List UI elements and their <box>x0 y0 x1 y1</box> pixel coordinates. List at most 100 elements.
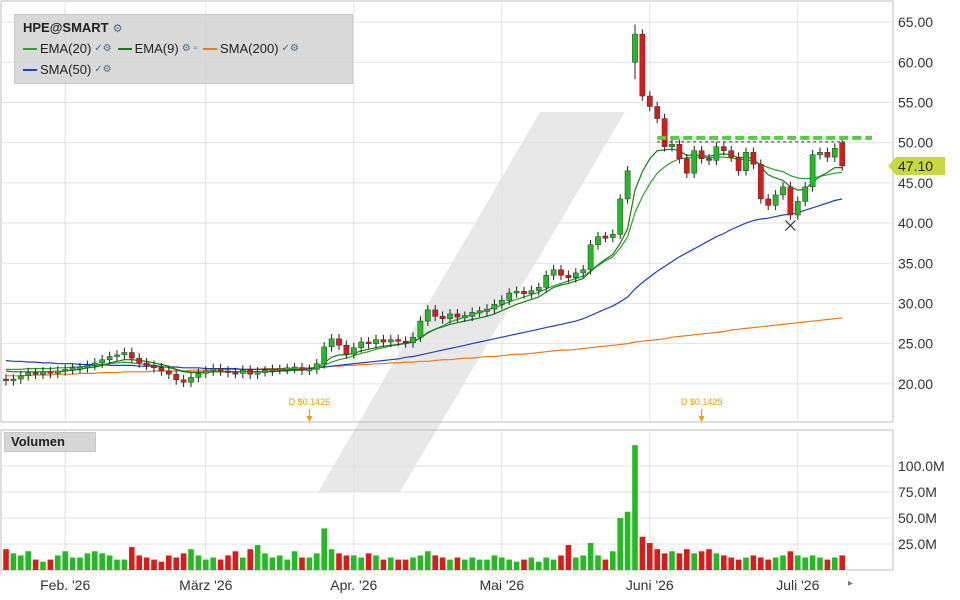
candle-body <box>802 186 809 202</box>
volume-bar <box>225 555 231 570</box>
volume-bar <box>247 549 253 570</box>
candle-body <box>121 352 128 356</box>
candle-body <box>217 368 224 372</box>
volume-bar <box>69 557 76 570</box>
volume-bar <box>18 555 24 570</box>
volume-bar <box>802 557 808 570</box>
candle-body <box>77 366 83 370</box>
volume-tick-label: 100.0M <box>898 458 945 474</box>
dividend-arrow-icon <box>306 416 313 422</box>
candle-body <box>543 275 550 288</box>
candle-body <box>491 304 498 310</box>
candle-body <box>284 367 291 371</box>
volume-bar <box>240 557 246 570</box>
candle-body <box>143 362 150 366</box>
candle-body <box>410 336 416 344</box>
candle-body <box>787 186 794 216</box>
candle-body <box>439 316 446 319</box>
candle-body <box>654 106 661 119</box>
volume-bar <box>513 561 520 570</box>
volume-bar <box>417 555 424 570</box>
volume-bar <box>84 553 91 570</box>
candle-body <box>743 152 749 172</box>
volume-bar <box>291 551 298 570</box>
price-tick-label: 50.00 <box>898 135 933 151</box>
scroll-right-icon[interactable]: ▸ <box>848 578 853 589</box>
time-tick-label: Apr. '26 <box>330 577 377 593</box>
volume-bar <box>166 555 172 570</box>
legend-ema20[interactable]: EMA(20) ✓⚙ <box>23 41 112 56</box>
candle-body <box>669 144 675 147</box>
volume-bar <box>180 553 187 570</box>
volume-bar <box>92 551 98 570</box>
volume-bars <box>3 445 845 570</box>
candle-body <box>661 118 668 147</box>
candle-body <box>713 146 720 161</box>
price-tick-label: 30.00 <box>898 295 933 311</box>
volume-bar <box>543 557 549 570</box>
legend-ema9[interactable]: EMA(9) ⚙ ▫ <box>117 41 197 56</box>
cross-marker <box>785 220 796 231</box>
volume-bar <box>573 557 579 570</box>
volume-bar <box>32 559 39 570</box>
volume-bar <box>669 551 675 570</box>
candle-body <box>535 287 542 291</box>
candle-body <box>225 370 231 373</box>
volume-axis: 100.0M 75.0M 50.0M 25.0M <box>898 458 945 552</box>
candle-body <box>454 313 461 318</box>
legend-sma200[interactable]: SMA(200) ✓⚙ <box>203 41 299 56</box>
legend-sma50[interactable]: SMA(50) ✓⚙ <box>23 62 112 77</box>
candle-body <box>10 378 17 381</box>
volume-bar <box>336 553 342 570</box>
candle-body <box>32 372 39 375</box>
volume-bar <box>284 559 290 570</box>
volume-tick-label: 75.0M <box>898 484 937 500</box>
candle-body <box>765 198 772 206</box>
candle-body <box>528 290 535 295</box>
candle-body <box>824 152 831 158</box>
candle-body <box>336 338 342 346</box>
volume-bar <box>47 559 54 570</box>
volume-bar <box>262 553 268 570</box>
candle-body <box>757 164 764 200</box>
volume-bar <box>425 551 431 570</box>
candle-body <box>565 275 572 278</box>
candle-body <box>817 152 823 155</box>
settings-icon: ⚙ ▫ <box>181 43 197 54</box>
candle-body <box>128 352 135 359</box>
volume-bar <box>77 557 83 570</box>
volume-bar <box>647 542 653 570</box>
volume-bar <box>432 555 438 570</box>
ticker-symbol[interactable]: HPE@SMART ⚙ <box>23 20 123 35</box>
candle-body <box>469 312 476 317</box>
volume-bar <box>676 553 683 570</box>
candle-body <box>395 339 402 342</box>
price-panel <box>0 0 894 423</box>
candle-body <box>580 269 587 274</box>
candle-body <box>498 299 505 305</box>
volume-bar <box>550 559 557 570</box>
volume-bar <box>395 559 401 570</box>
volume-bar <box>380 559 387 570</box>
volume-bar <box>691 553 697 570</box>
candle-body <box>62 369 69 372</box>
volume-bar <box>624 511 631 570</box>
candle-body <box>587 244 594 270</box>
candle-body <box>735 156 742 172</box>
volume-panel <box>0 429 894 571</box>
volume-bar <box>602 559 609 570</box>
settings-icon[interactable]: ⚙ <box>112 23 123 35</box>
price-tick-label: 55.00 <box>898 94 933 110</box>
candle-body <box>195 373 202 378</box>
volume-bar <box>661 553 668 570</box>
volume-bar <box>750 555 757 570</box>
volume-bar <box>158 561 165 570</box>
candle-body <box>698 150 705 159</box>
volume-bar <box>462 559 468 570</box>
volume-tick-label: 25.0M <box>898 536 937 552</box>
candle-body <box>299 367 305 371</box>
candle-body <box>114 354 120 357</box>
candle-body <box>313 363 320 370</box>
volume-bar <box>328 549 335 570</box>
